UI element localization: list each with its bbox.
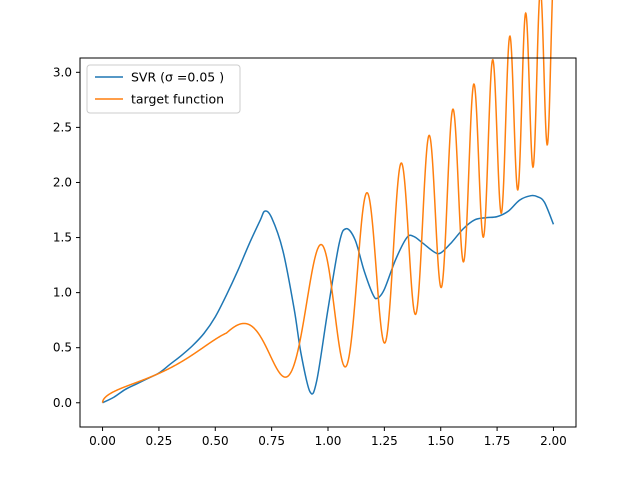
y-tick-label: 3.0 (53, 65, 72, 79)
x-tick-label: 1.75 (484, 434, 511, 448)
legend-label-target: target function (131, 92, 224, 107)
y-tick-label: 0.0 (53, 396, 72, 410)
series-layer (101, 0, 555, 404)
plot-area (80, 58, 576, 427)
y-tick-label: 1.0 (53, 286, 72, 300)
x-tick-label: 1.50 (427, 434, 454, 448)
x-tick-label: 0.75 (258, 434, 285, 448)
x-tick-label: 1.00 (315, 434, 342, 448)
y-tick-label: 2.0 (53, 175, 72, 189)
x-axis: 0.00 0.25 0.50 0.75 1.00 1.25 1.50 1.75 2.00 (89, 427, 567, 448)
legend-box (86, 64, 241, 114)
x-tick-label: 2.00 (540, 434, 567, 448)
y-tick-label: 1.5 (53, 231, 72, 245)
y-tick-label: 0.5 (53, 341, 72, 355)
legend: SVR (σ =0.05 ) target function (86, 64, 241, 114)
x-tick-label: 1.25 (371, 434, 398, 448)
x-tick-label: 0.25 (146, 434, 173, 448)
series-line-target (101, 0, 554, 403)
series-line-svr (102, 194, 555, 404)
y-tick-label: 2.5 (53, 120, 72, 134)
x-tick-label: 0.00 (89, 434, 116, 448)
legend-label-svr: SVR (σ =0.05 ) (131, 70, 224, 85)
x-tick-label: 0.50 (202, 434, 229, 448)
y-axis: 0.0 0.5 1.0 1.5 2.0 2.5 3.0 (53, 65, 80, 410)
